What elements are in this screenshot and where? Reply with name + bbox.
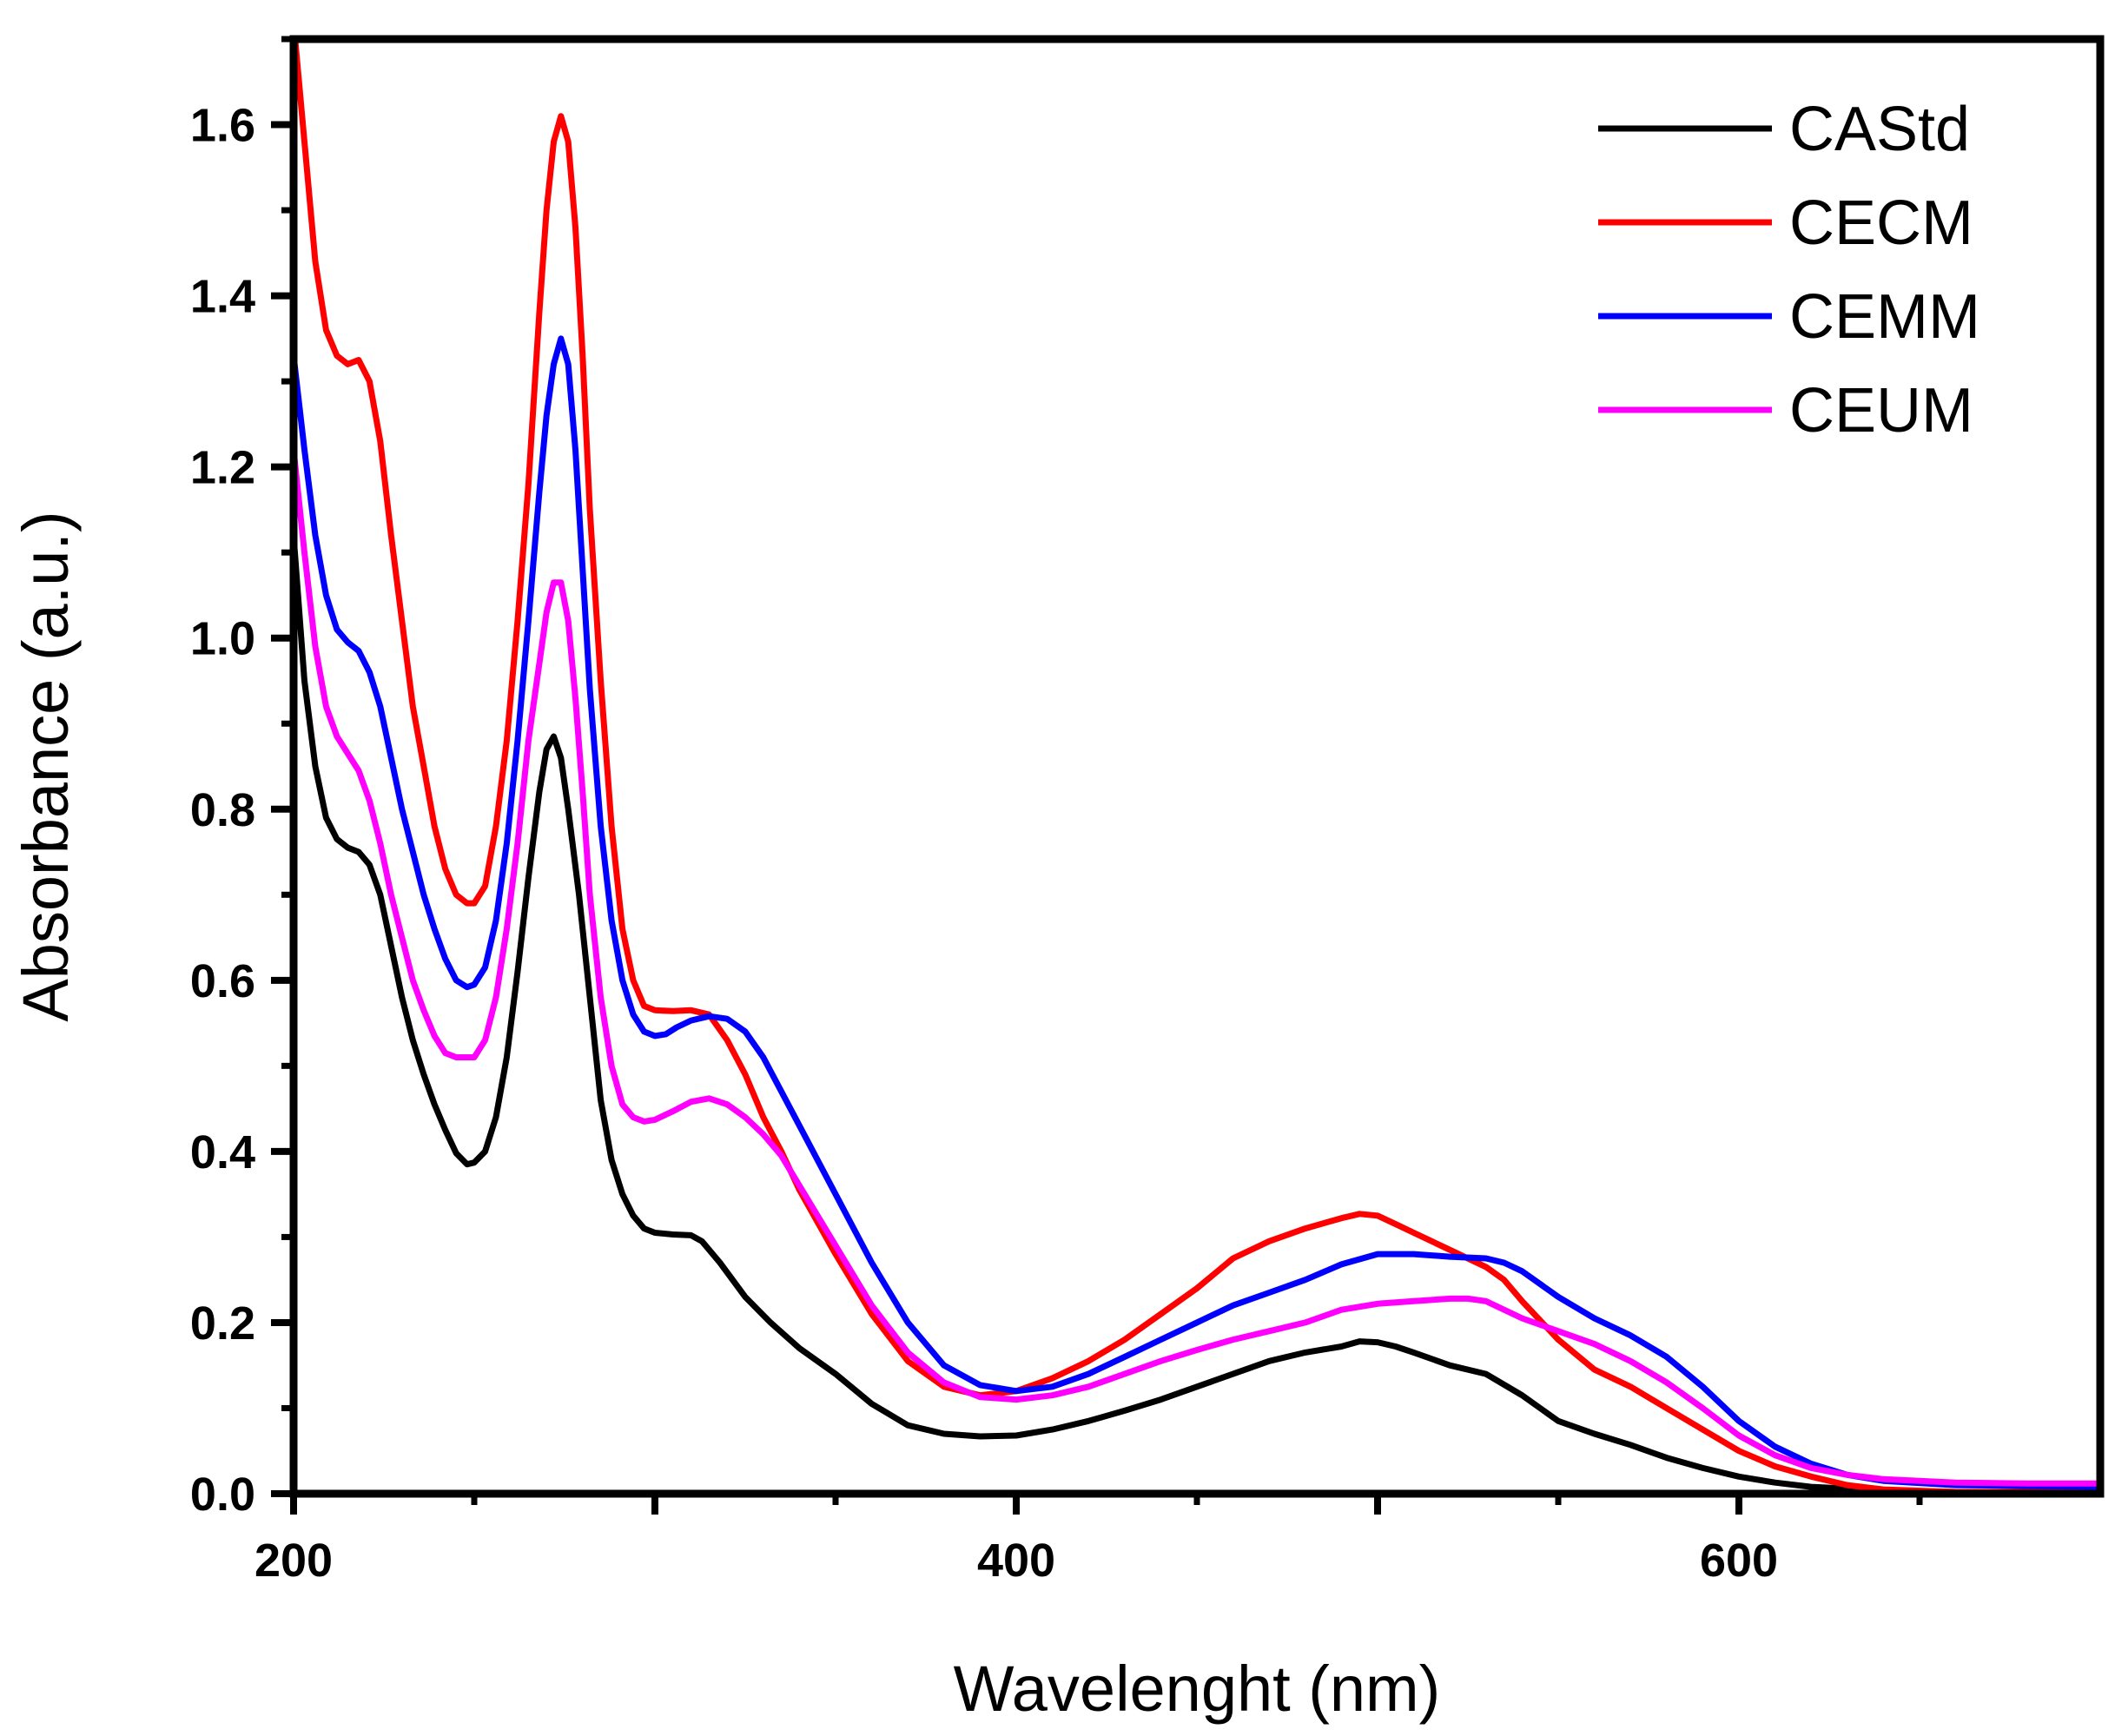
y-tick-label: 1.4 (190, 271, 255, 323)
series-line-cemm (294, 335, 2100, 1490)
legend-label-cecm: CECM (1789, 188, 1973, 258)
legend-label-ceum: CEUM (1789, 376, 1973, 446)
y-tick-label: 0.6 (190, 955, 255, 1007)
x-axis-title: Wavelenght (nm) (954, 1653, 1441, 1725)
series-line-cecm (294, 39, 2100, 1494)
series-line-ceum (294, 446, 2100, 1487)
x-tick-label: 600 (1700, 1535, 1778, 1587)
series-line-castd (294, 532, 2100, 1494)
y-tick-label: 0.2 (190, 1297, 255, 1350)
y-tick-label: 1.6 (190, 100, 255, 152)
y-tick-label: 0.0 (190, 1469, 255, 1521)
x-tick-label: 400 (977, 1535, 1055, 1587)
legend: CAStd CECM CEMM CEUM (1598, 95, 1980, 446)
series-layer (294, 39, 2100, 1494)
y-tick-label: 0.4 (190, 1126, 255, 1178)
x-tick-label: 200 (254, 1535, 333, 1587)
ticks-layer: 200 400 600 0.0 0.2 0.4 0.6 0.8 1.0 1.2 1.4 1.6 (190, 36, 1923, 1587)
legend-label-castd: CAStd (1789, 95, 1970, 164)
y-tick-label: 1.2 (190, 442, 255, 494)
y-tick-label: 0.8 (190, 784, 255, 836)
legend-label-cemm: CEMM (1789, 282, 1980, 352)
y-axis-title: Absorbance (a.u.) (10, 511, 82, 1021)
y-tick-label: 1.0 (190, 613, 255, 665)
